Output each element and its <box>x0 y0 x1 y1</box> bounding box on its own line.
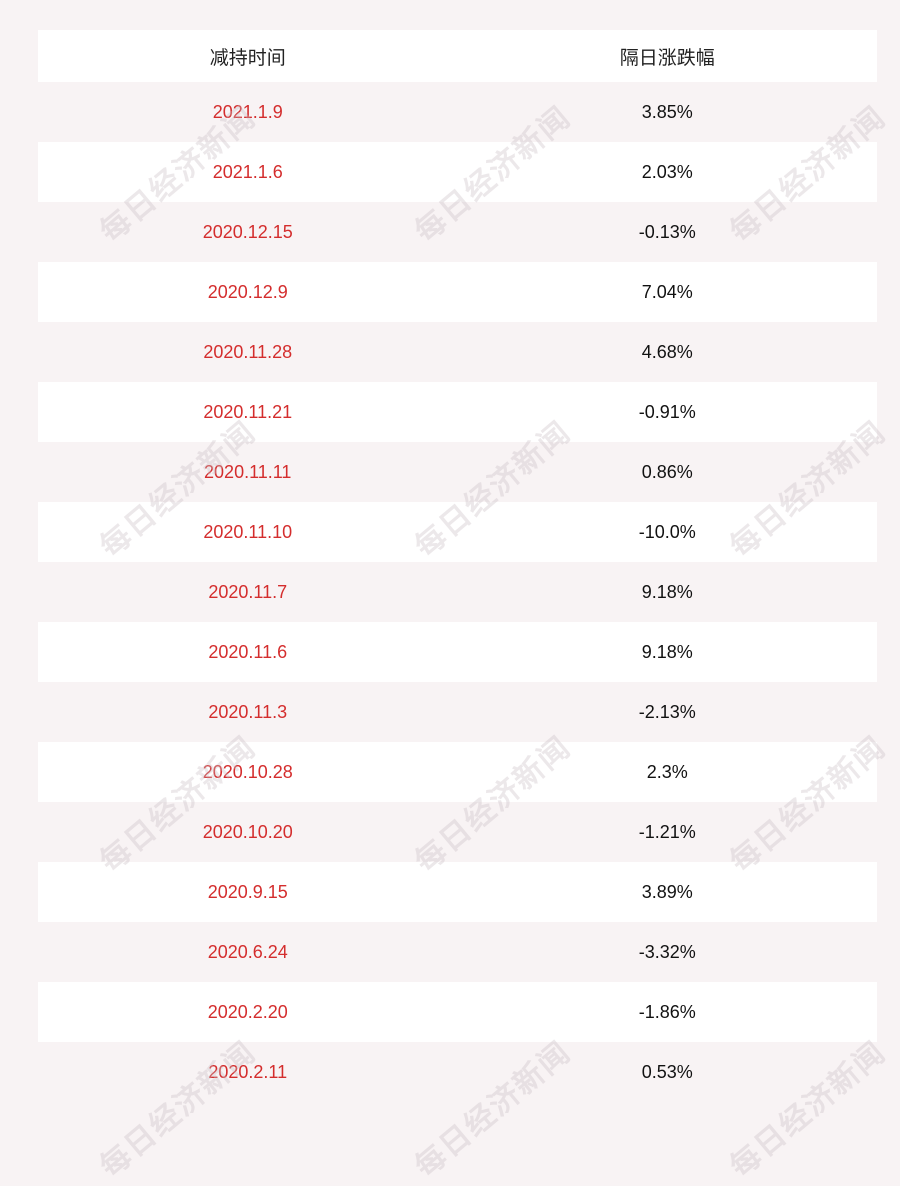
change-cell: -1.21% <box>638 821 696 842</box>
table-row: 2020.2.20 -1.86% <box>38 982 877 1042</box>
change-cell: 9.18% <box>641 641 693 662</box>
change-cell: 4.68% <box>641 341 693 362</box>
table-row: 2020.11.10 -10.0% <box>38 502 877 562</box>
date-cell: 2020.11.7 <box>208 581 288 602</box>
table-row: 2021.1.9 3.85% <box>38 82 877 142</box>
change-cell: -0.91% <box>638 401 696 422</box>
date-cell: 2020.11.28 <box>203 341 293 362</box>
date-cell: 2020.9.15 <box>207 881 288 902</box>
change-cell: 3.89% <box>641 881 693 902</box>
date-cell: 2021.1.6 <box>212 161 283 182</box>
table-row: 2020.11.7 9.18% <box>38 562 877 622</box>
table-header-row: 减持时间 隔日涨跌幅 <box>38 30 877 82</box>
date-cell: 2020.11.3 <box>208 701 288 722</box>
date-cell: 2020.2.20 <box>207 1001 288 1022</box>
table-row: 2020.12.15 -0.13% <box>38 202 877 262</box>
change-cell: 3.85% <box>641 101 693 122</box>
table-row: 2020.10.20 -1.21% <box>38 802 877 862</box>
table-row: 2020.10.28 2.3% <box>38 742 877 802</box>
change-cell: 2.03% <box>641 161 693 182</box>
change-cell: -3.32% <box>638 941 696 962</box>
date-cell: 2020.12.15 <box>202 221 293 242</box>
data-table: 减持时间 隔日涨跌幅 2021.1.9 3.85% 2021.1.6 2.03% 202… <box>38 30 877 1102</box>
table-row: 2020.2.11 0.53% <box>38 1042 877 1102</box>
change-cell: 9.18% <box>641 581 693 602</box>
table-row: 2021.1.6 2.03% <box>38 142 877 202</box>
date-cell: 2021.1.9 <box>212 101 283 122</box>
table-row: 2020.12.9 7.04% <box>38 262 877 322</box>
table-row: 2020.9.15 3.89% <box>38 862 877 922</box>
change-cell: 0.53% <box>641 1061 693 1082</box>
change-cell: -1.86% <box>638 1001 696 1022</box>
change-cell: -0.13% <box>638 221 696 242</box>
table-row: 2020.11.21 -0.91% <box>38 382 877 442</box>
table-row: 2020.11.11 0.86% <box>38 442 877 502</box>
change-cell: -2.13% <box>638 701 696 722</box>
table-row: 2020.11.6 9.18% <box>38 622 877 682</box>
date-cell: 2020.11.10 <box>203 521 293 542</box>
table-row: 2020.11.28 4.68% <box>38 322 877 382</box>
date-cell: 2020.10.28 <box>202 761 293 782</box>
date-cell: 2020.2.11 <box>208 1061 288 1082</box>
table-row: 2020.6.24 -3.32% <box>38 922 877 982</box>
change-cell: -10.0% <box>638 521 696 542</box>
date-cell: 2020.11.21 <box>203 401 293 422</box>
date-cell: 2020.10.20 <box>202 821 293 842</box>
date-cell: 2020.6.24 <box>207 941 288 962</box>
date-cell: 2020.11.11 <box>204 461 292 482</box>
change-cell: 2.3% <box>646 761 688 782</box>
date-cell: 2020.12.9 <box>207 281 288 302</box>
change-cell: 0.86% <box>641 461 693 482</box>
change-cell: 7.04% <box>641 281 693 302</box>
header-change: 隔日涨跌幅 <box>619 46 715 69</box>
date-cell: 2020.11.6 <box>208 641 288 662</box>
table-row: 2020.11.3 -2.13% <box>38 682 877 742</box>
header-date: 减持时间 <box>209 46 286 69</box>
